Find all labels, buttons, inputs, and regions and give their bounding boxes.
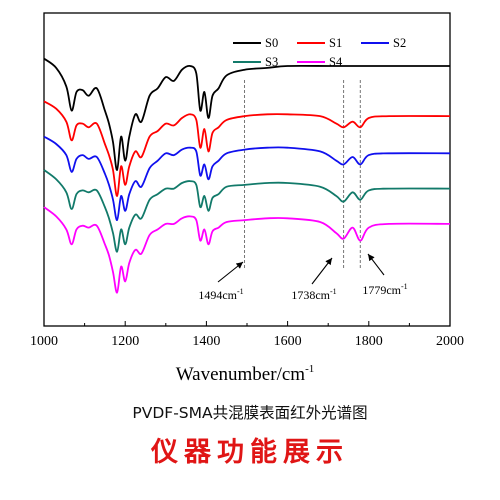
- x-axis-title: Wavenumber/cm-1: [176, 363, 314, 385]
- legend-label-s4: S4: [329, 55, 343, 69]
- legend-label-s0: S0: [265, 36, 278, 50]
- annotation-label: 1738cm-1: [291, 287, 336, 302]
- series-line-s4: [43, 206, 451, 294]
- plot-frame: [43, 12, 451, 327]
- annotation-arrow: [367, 253, 385, 276]
- spectra-series: [43, 57, 451, 294]
- figure-title: 仪器功能展示: [151, 437, 349, 468]
- x-tick-label: 1600: [274, 334, 302, 349]
- reference-lines: [244, 80, 361, 268]
- x-tick-label: 2000: [436, 334, 464, 349]
- series-line-s0: [43, 57, 450, 171]
- ftir-chart: 1000 1200 1400 1600 1800 2000 S0 S1 S2 S3 S4 1494…: [30, 12, 464, 385]
- series-line-s2: [43, 135, 451, 222]
- annotation-arrow: [311, 257, 333, 285]
- x-axis-ticks: 1000 1200 1400 1600 1800 2000: [30, 321, 464, 349]
- annotation-label: 1779cm-1: [362, 282, 407, 297]
- series-line-s3: [43, 169, 451, 253]
- figure-subtitle: PVDF-SMA共混膜表面红外光谱图: [132, 404, 368, 422]
- x-tick-label: 1800: [355, 334, 383, 349]
- legend-label-s3: S3: [265, 55, 278, 69]
- x-tick-label: 1400: [192, 334, 220, 349]
- annotation-arrow: [217, 261, 244, 283]
- legend-label-s1: S1: [329, 36, 342, 50]
- legend-label-s2: S2: [393, 36, 406, 50]
- series-line-s1: [43, 100, 451, 197]
- annotation-label: 1494cm-1: [198, 287, 243, 302]
- peak-annotations: 1494cm-1 1738cm-1 1779cm-1: [198, 253, 408, 302]
- legend: S0 S1 S2 S3 S4: [233, 36, 406, 69]
- x-tick-label: 1200: [111, 334, 139, 349]
- x-tick-label: 1000: [30, 334, 58, 349]
